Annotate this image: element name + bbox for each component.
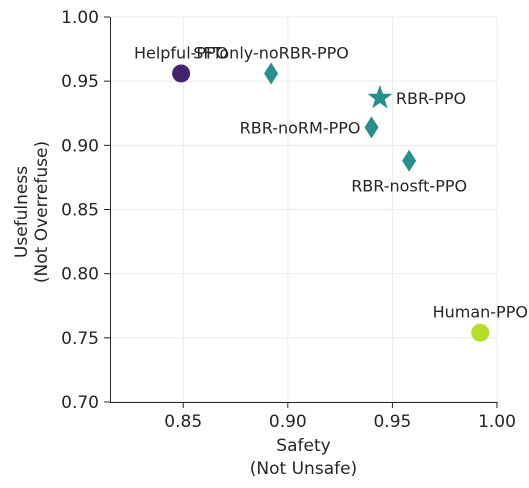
point-label: RBR-nosft-PPO bbox=[351, 177, 467, 196]
point-marker-diamond bbox=[264, 62, 279, 85]
y-axis-title-line1: Usefulness bbox=[12, 166, 32, 258]
y-tick-label: 0.70 bbox=[61, 393, 99, 413]
data-points bbox=[172, 62, 490, 342]
x-tick-label: 0.95 bbox=[373, 412, 411, 432]
point-label: RBR-noRM-PPO bbox=[240, 118, 361, 137]
point-label: Human-PPO bbox=[433, 303, 528, 322]
x-axis-title-line2: (Not Unsafe) bbox=[250, 459, 357, 479]
y-tick-label: 0.80 bbox=[61, 265, 99, 285]
y-tick-label: 0.85 bbox=[61, 201, 99, 221]
point-marker-diamond bbox=[364, 116, 379, 139]
point-marker-circle bbox=[471, 323, 490, 342]
grid-lines bbox=[110, 16, 498, 403]
point-label: Helpful-PPO bbox=[134, 43, 228, 62]
point-marker-diamond bbox=[402, 149, 417, 172]
x-tick-label: 0.85 bbox=[164, 412, 202, 432]
x-axis-title-line1: Safety bbox=[276, 436, 330, 456]
axes bbox=[110, 17, 497, 403]
y-tick-label: 0.75 bbox=[61, 329, 99, 349]
y-ticks: 0.70 0.75 0.80 0.85 0.90 0.95 1.00 bbox=[61, 8, 110, 413]
y-axis-title-line2: (Not Overrefuse) bbox=[32, 141, 52, 283]
y-tick-label: 0.95 bbox=[61, 72, 99, 92]
x-ticks: 0.85 0.90 0.95 1.00 bbox=[164, 402, 516, 432]
y-tick-label: 0.90 bbox=[61, 136, 99, 156]
point-label: RBR-PPO bbox=[396, 89, 466, 108]
x-tick-label: 0.90 bbox=[269, 412, 307, 432]
point-label: SFTonly-noRBR-PPO bbox=[193, 43, 349, 62]
x-tick-label: 1.00 bbox=[478, 412, 516, 432]
point-marker-circle bbox=[172, 64, 191, 83]
point-marker-star bbox=[367, 84, 393, 109]
y-tick-label: 1.00 bbox=[61, 8, 99, 28]
